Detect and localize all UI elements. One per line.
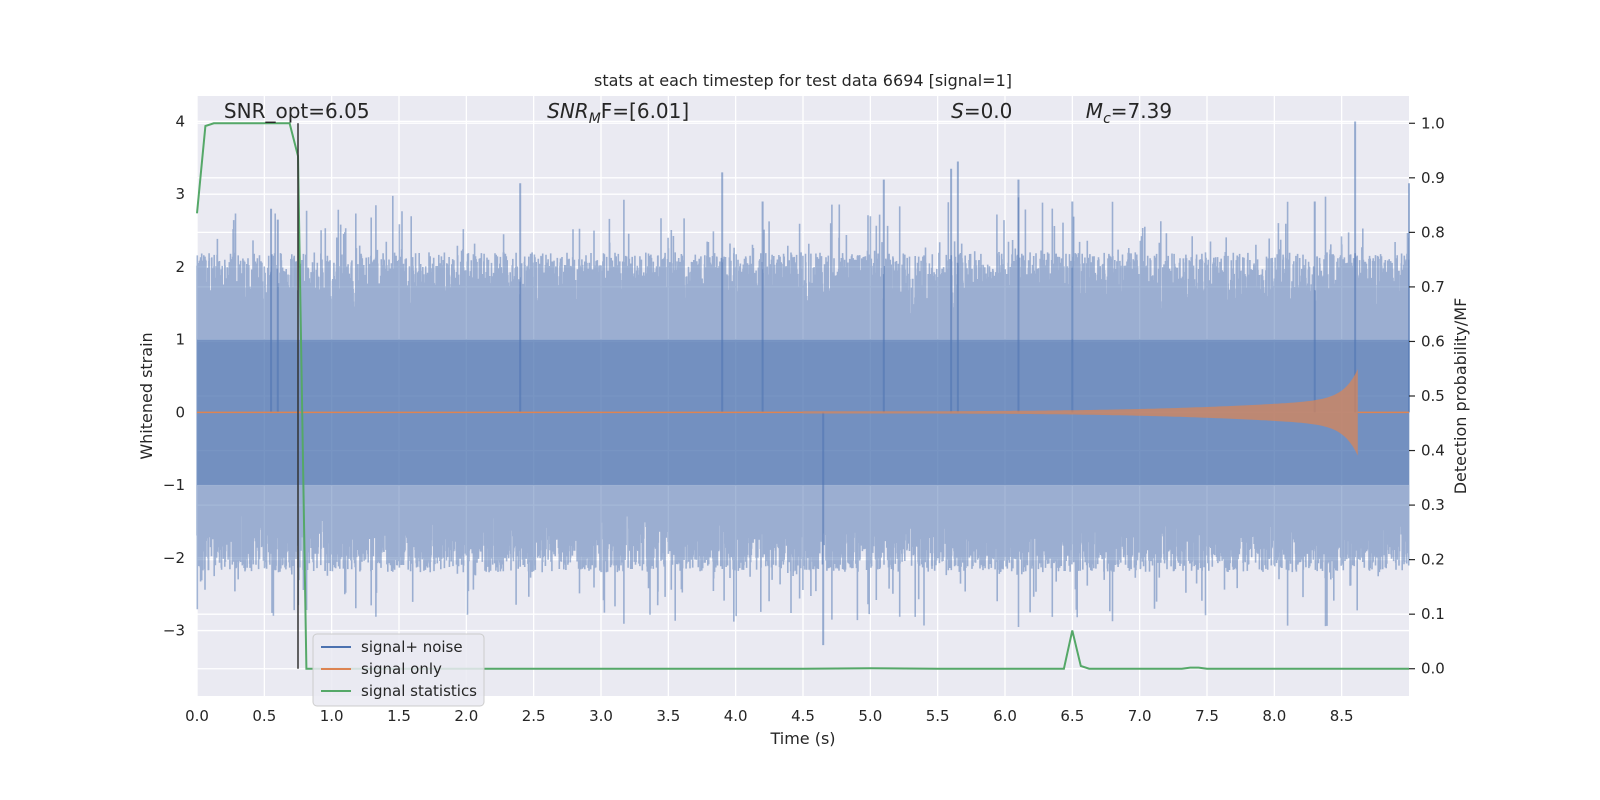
legend-label: signal only	[361, 660, 442, 678]
annotation-0: SNR_opt=6.05	[224, 99, 370, 123]
right-axis-ticks: 0.0 0.1 0.2 0.3 0.4 0.5 0.6 0.7 0.8 0.9 1.0	[1409, 114, 1445, 678]
right-tick-label: 0.6	[1421, 332, 1445, 350]
y-tick-label: 1	[175, 331, 185, 349]
x-tick-label: 5.0	[858, 707, 882, 725]
legend-box	[312, 633, 485, 707]
right-tick-label: 1.0	[1421, 114, 1445, 132]
x-tick-label: 8.5	[1330, 707, 1354, 725]
right-tick-label: 0.3	[1421, 496, 1445, 514]
signal-statistics-line	[196, 122, 1409, 670]
x-axis-ticks: 0.0 0.5 1.0 1.5 2.0 2.5 3.0 3.5 4.0 4.5 5.0 5.5 6.0 6…	[185, 707, 1354, 725]
x-tick-label: 7.5	[1195, 707, 1219, 725]
right-tick-label: 0.9	[1421, 169, 1445, 187]
annotations: SNR_opt=6.05 SNRMF=[6.01] S=0.0 Mc=7.39	[224, 99, 1172, 127]
x-tick-label: 8.0	[1262, 707, 1286, 725]
legend-label: signal+ noise	[361, 638, 463, 656]
y-tick-label: −2	[163, 549, 185, 567]
annotation-2: S=0.0	[951, 99, 1012, 123]
y-tick-label: 0	[175, 403, 185, 421]
x-tick-label: 4.5	[791, 707, 815, 725]
right-tick-label: 0.0	[1421, 660, 1445, 678]
x-tick-label: 3.0	[589, 707, 613, 725]
x-tick-label: 0.5	[252, 707, 276, 725]
right-axis-label: Detection probability/MF	[1451, 298, 1470, 495]
y-tick-label: 2	[175, 258, 185, 276]
x-axis-label: Time (s)	[769, 729, 835, 748]
x-tick-label: 6.0	[993, 707, 1017, 725]
right-tick-label: 0.4	[1421, 442, 1445, 460]
x-tick-label: 1.0	[320, 707, 344, 725]
annotation-3: Mc=7.39	[1086, 99, 1172, 127]
series-signal-statistics	[196, 122, 1409, 670]
right-tick-label: 0.8	[1421, 223, 1445, 241]
right-tick-label: 0.1	[1421, 605, 1445, 623]
x-tick-label: 3.5	[656, 707, 680, 725]
x-tick-label: 6.5	[1060, 707, 1084, 725]
legend-label: signal statistics	[361, 682, 477, 700]
y-tick-label: −3	[163, 622, 185, 640]
y-axis-label: Whitened strain	[137, 332, 156, 459]
annotation-1: SNRMF=[6.01]	[547, 99, 689, 127]
x-tick-label: 2.0	[454, 707, 478, 725]
x-tick-label: 1.5	[387, 707, 411, 725]
right-tick-label: 0.7	[1421, 278, 1445, 296]
legend: signal+ noise signal only signal statistic…	[312, 633, 485, 707]
signal-chirp	[803, 368, 1358, 456]
y-tick-label: 4	[175, 112, 185, 130]
y-tick-label: 3	[175, 185, 185, 203]
y-tick-label: −1	[163, 476, 185, 494]
right-tick-label: 0.5	[1421, 387, 1445, 405]
x-tick-label: 5.5	[926, 707, 950, 725]
chart-title: stats at each timestep for test data 669…	[594, 71, 1012, 90]
x-tick-label: 0.0	[185, 707, 209, 725]
x-tick-label: 2.5	[522, 707, 546, 725]
right-tick-label: 0.2	[1421, 551, 1445, 569]
x-tick-label: 7.0	[1128, 707, 1152, 725]
x-tick-label: 4.0	[724, 707, 748, 725]
y-axis-ticks: −3 −2 −1 0 1 2 3 4	[163, 112, 185, 639]
